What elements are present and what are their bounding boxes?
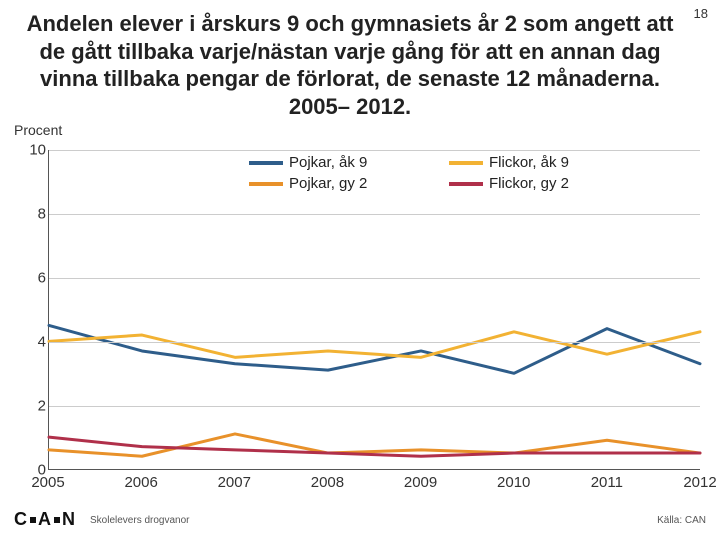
chart-area: 0246810 Pojkar, åk 9Flickor, åk 9Pojkar,… — [20, 150, 700, 490]
y-tick-label: 8 — [20, 206, 46, 223]
gridline — [49, 214, 700, 215]
x-tick-label: 2011 — [591, 474, 623, 491]
series-line — [49, 325, 700, 373]
gridline — [49, 278, 700, 279]
footer: CAN Skolelevers drogvanor Källa: CAN — [0, 508, 720, 532]
gridline — [49, 342, 700, 343]
legend-item: Flickor, gy 2 — [449, 175, 649, 192]
footer-left-text: Skolelevers drogvanor — [90, 515, 190, 526]
slide-title: Andelen elever i årskurs 9 och gymnasiet… — [20, 10, 680, 120]
x-tick-label: 2005 — [31, 474, 64, 491]
legend: Pojkar, åk 9 Flickor, åk 9 Pojkar, gy 2 Fli… — [249, 154, 669, 196]
gridline — [49, 150, 700, 151]
series-line — [49, 332, 700, 358]
chart-lines — [49, 150, 700, 469]
legend-label: Pojkar, åk 9 — [289, 154, 367, 171]
legend-label: Flickor, åk 9 — [489, 154, 569, 171]
page-number: 18 — [694, 6, 708, 21]
legend-item: Pojkar, åk 9 — [249, 154, 449, 171]
legend-swatch — [449, 182, 483, 186]
legend-label: Pojkar, gy 2 — [289, 175, 367, 192]
logo: CAN — [14, 509, 76, 530]
legend-swatch — [249, 182, 283, 186]
x-tick-label: 2007 — [218, 474, 251, 491]
y-axis-label: Procent — [14, 122, 62, 138]
legend-swatch — [249, 161, 283, 165]
x-tick-label: 2012 — [683, 474, 716, 491]
x-tick-label: 2010 — [497, 474, 530, 491]
plot-area: Pojkar, åk 9 Flickor, åk 9 Pojkar, gy 2 Fli… — [48, 150, 700, 470]
y-tick-label: 10 — [20, 142, 46, 159]
y-tick-label: 4 — [20, 334, 46, 351]
footer-right-text: Källa: CAN — [657, 515, 706, 526]
legend-item: Pojkar, gy 2 — [249, 175, 449, 192]
x-tick-label: 2009 — [404, 474, 437, 491]
legend-label: Flickor, gy 2 — [489, 175, 569, 192]
x-tick-label: 2008 — [311, 474, 344, 491]
y-tick-label: 6 — [20, 270, 46, 287]
y-tick-label: 2 — [20, 398, 46, 415]
gridline — [49, 406, 700, 407]
slide: 18 Andelen elever i årskurs 9 och gymnas… — [0, 0, 720, 540]
legend-item: Flickor, åk 9 — [449, 154, 649, 171]
x-tick-label: 2006 — [124, 474, 157, 491]
legend-swatch — [449, 161, 483, 165]
